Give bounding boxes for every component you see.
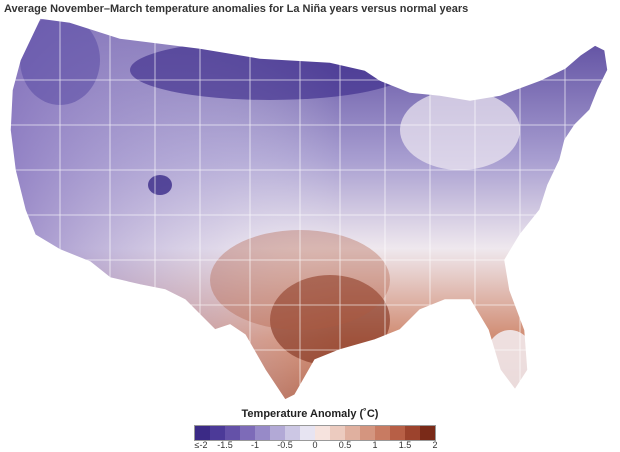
legend-swatch [390,426,405,440]
legend-tick-label: 1 [372,440,378,450]
legend-tick-label: -1 [250,440,260,450]
legend-swatch [270,426,285,440]
legend-tick-label: 1.5 [398,440,412,450]
legend-swatch [375,426,390,440]
legend-swatch [345,426,360,440]
legend-swatch [300,426,315,440]
legend-swatch [225,426,240,440]
legend-swatch [405,426,420,440]
legend-swatch [330,426,345,440]
legend-ticks: ≤-2 -1.5 -1 -0.5 0 0.5 1 1.5 2 [0,440,620,452]
legend-tick-label: 0 [312,440,318,450]
legend-swatch [195,426,210,440]
legend-color-bar [194,425,436,441]
legend-swatch [255,426,270,440]
legend-tick-label: 2 [432,440,438,450]
legend-swatch [240,426,255,440]
legend-swatch [210,426,225,440]
legend-tick-label: 0.5 [338,440,352,450]
legend-title: Temperature Anomaly (˚C) [241,408,379,420]
legend-swatch [285,426,300,440]
map-title: Average November–March temperature anoma… [4,3,469,15]
legend-tick-label: -0.5 [277,440,293,450]
legend-swatch [360,426,375,440]
legend-tick-label: -1.5 [217,440,233,450]
legend-swatch [315,426,330,440]
legend-swatch [420,426,435,440]
legend-tick-label: ≤-2 [194,440,208,450]
